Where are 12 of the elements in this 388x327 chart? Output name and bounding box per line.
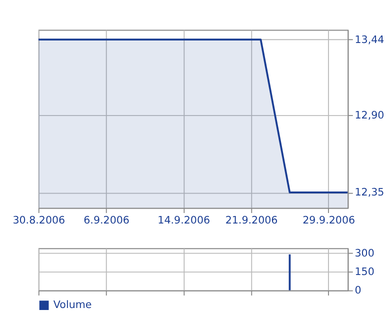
- y-tick-label: 13,44: [354, 34, 384, 46]
- y-tick-label: 12,35: [354, 186, 384, 199]
- x-tick-label: 29.9.2006: [302, 214, 356, 226]
- y-tick-label: 0: [354, 284, 362, 297]
- y-tick-label: 150: [354, 266, 374, 278]
- y-tick-label: 12,90: [354, 110, 384, 122]
- x-tick-label: 21.9.2006: [225, 214, 278, 226]
- x-tick-label: 6.9.2006: [84, 214, 130, 226]
- x-tick-label: 14.9.2006: [158, 214, 210, 226]
- y-tick-label: 300: [354, 247, 374, 260]
- x-tick-label: 30.8.2006: [12, 214, 66, 226]
- legend-label: Volume: [53, 299, 92, 312]
